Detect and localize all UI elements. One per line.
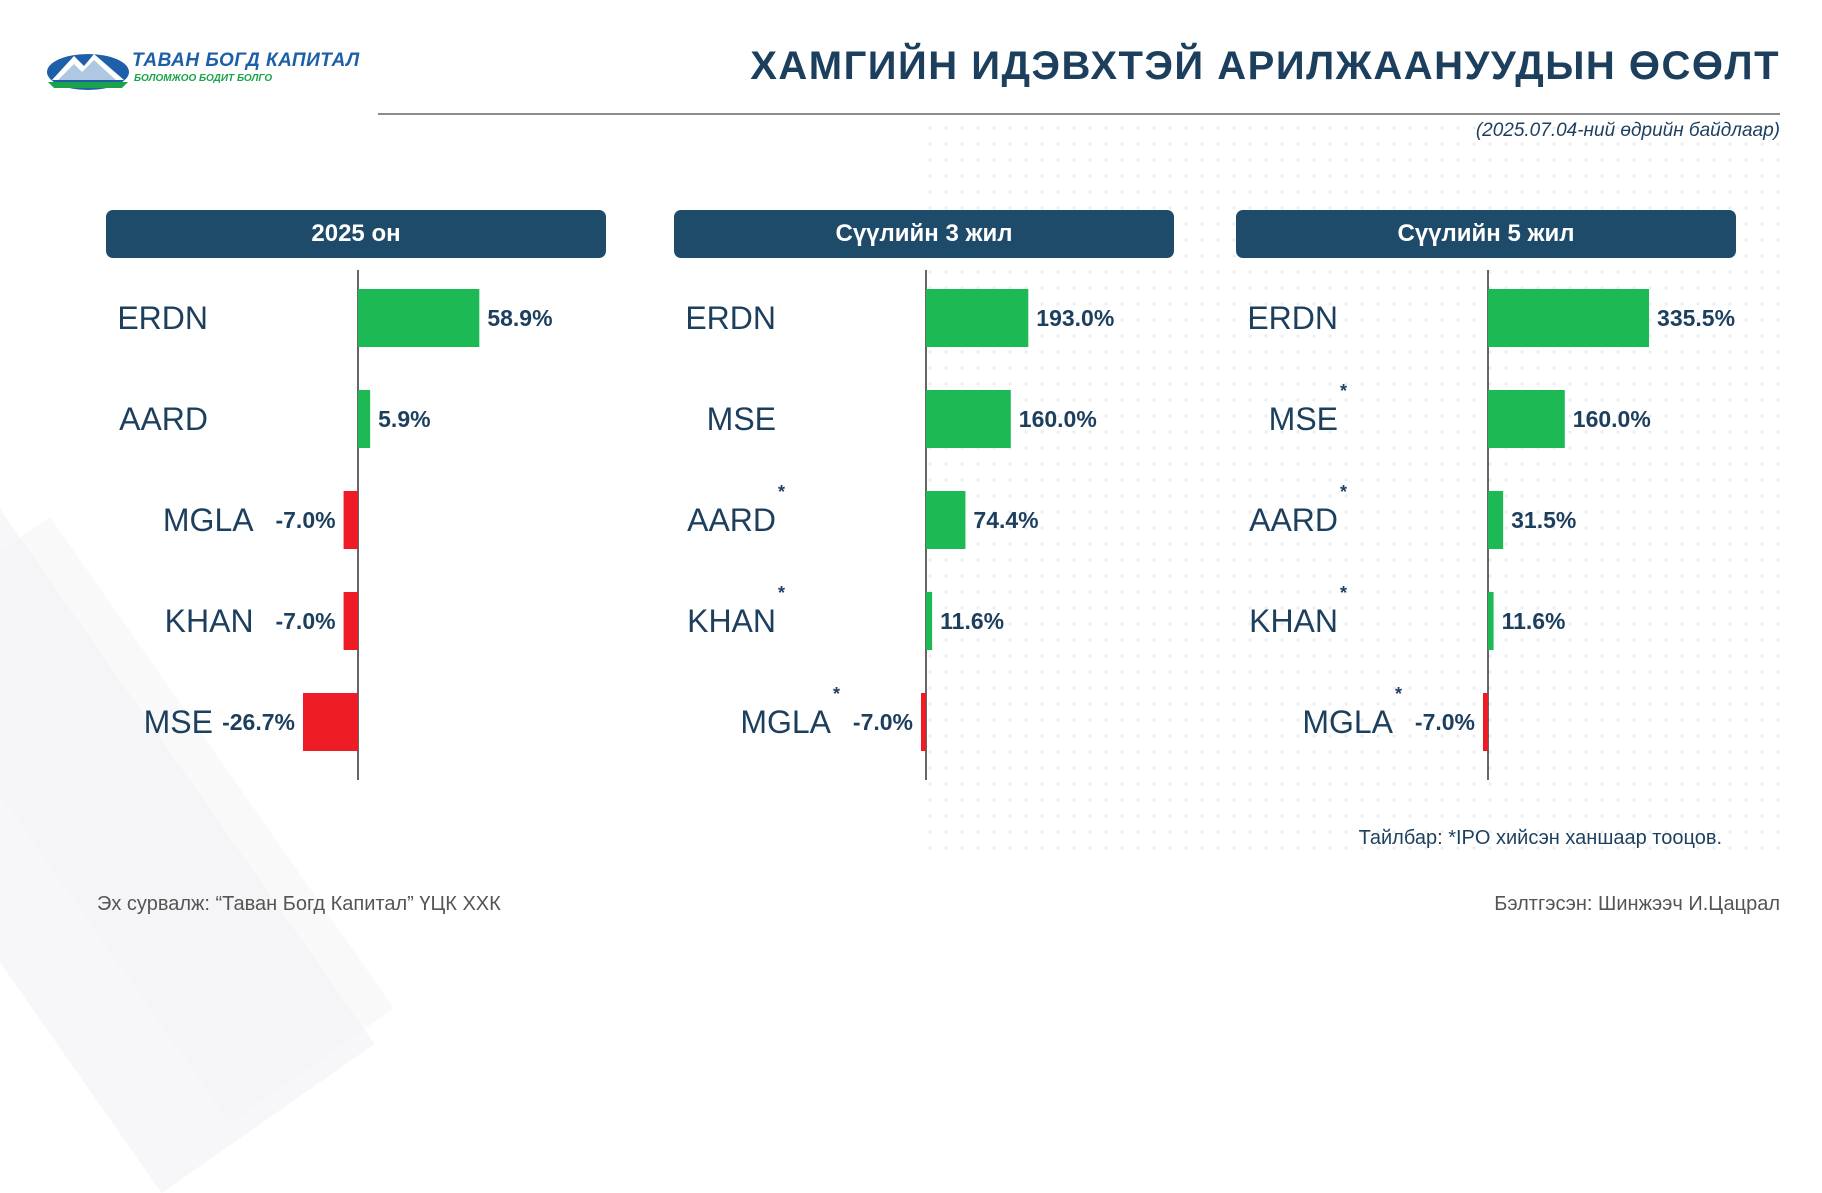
bar-mgla (343, 491, 358, 549)
chart-title: 2025 он (106, 210, 606, 258)
chart-title: Сүүлийн 3 жил (674, 210, 1174, 258)
company-logo: ТАВАН БОГД КАПИТАЛ БОЛОМЖОО БОДИТ БОЛГО (46, 46, 359, 92)
ipo-marker: * (778, 482, 785, 502)
logo-company-name: ТАВАН БОГД КАПИТАЛ (132, 50, 360, 71)
ipo-marker: * (1340, 381, 1347, 401)
chart-title: Сүүлийн 5 жил (1236, 210, 1736, 258)
chart-panel-5-year: 335.5% ERDN 160.0% MSE * 31.5% AARD * 11.6% KHAN *… (1236, 210, 1736, 780)
category-label-mgla: MGLA (163, 502, 254, 538)
bar-erdn (926, 289, 1029, 347)
category-label-aard: AARD (1249, 502, 1338, 538)
bar-aard (358, 390, 371, 448)
ipo-marker: * (833, 684, 840, 704)
category-label-aard: AARD (687, 502, 776, 538)
bar-value-label: 5.9% (378, 406, 430, 432)
category-label-mse: MSE (144, 704, 213, 740)
bar-value-label: -7.0% (853, 709, 913, 735)
bar-mse (302, 693, 358, 751)
category-label-mgla: MGLA (1302, 704, 1393, 740)
bar-khan (343, 592, 358, 650)
bar-value-label: 11.6% (940, 608, 1004, 634)
category-label-aard: AARD (119, 401, 208, 437)
bar-mse (926, 390, 1011, 448)
bar-mse (1488, 390, 1565, 448)
chart-panel-3-year: 193.0% ERDN 160.0% MSE 74.4% AARD * 11.6% KHAN * -… (674, 210, 1174, 780)
chart-2025: 58.9% ERDN 5.9% AARD -7.0% MGLA -7.0% KHAN -26.7… (117, 270, 553, 780)
category-label-mse: MSE (707, 401, 776, 437)
ipo-marker: * (1395, 684, 1402, 704)
bar-erdn (358, 289, 480, 347)
category-label-mse: MSE (1269, 401, 1338, 437)
ipo-marker: * (1340, 583, 1347, 603)
bar-khan (1488, 592, 1494, 650)
category-label-erdn: ERDN (685, 300, 776, 336)
bar-value-label: 160.0% (1573, 406, 1651, 432)
bar-aard (1488, 491, 1504, 549)
chart-panel-2025: 58.9% ERDN 5.9% AARD -7.0% MGLA -7.0% KHAN -26.7… (106, 210, 606, 780)
bar-value-label: 335.5% (1657, 305, 1735, 331)
bar-value-label: 74.4% (973, 507, 1038, 533)
title-divider (378, 113, 1780, 115)
category-label-erdn: ERDN (1247, 300, 1338, 336)
logo-slogan: БОЛОМЖОО БОДИТ БОЛГО (134, 73, 273, 84)
bar-mgla (1483, 693, 1488, 751)
ipo-marker: * (778, 583, 785, 603)
bar-value-label: -26.7% (222, 709, 295, 735)
ipo-footnote: Тайлбар: *IPO хийсэн ханшаар тооцов. (1358, 827, 1722, 849)
bar-aard (926, 491, 966, 549)
category-label-mgla: MGLA (740, 704, 831, 740)
bar-value-label: 31.5% (1511, 507, 1576, 533)
category-label-khan: KHAN (1249, 603, 1338, 639)
bar-value-label: -7.0% (1415, 709, 1475, 735)
bar-value-label: 58.9% (487, 305, 552, 331)
bar-value-label: 11.6% (1502, 608, 1566, 634)
chart-3-year: 193.0%ERDN160.0%MSE74.4%AARD*11.6%KHAN*-… (685, 270, 1114, 780)
bar-value-label: 193.0% (1036, 305, 1114, 331)
date-subtitle: (2025.07.04-ний өдрийн байдлаар) (1475, 120, 1780, 141)
bar-value-label: 160.0% (1019, 406, 1097, 432)
bar-erdn (1488, 289, 1650, 347)
chart-5-year: 335.5%ERDN160.0%MSE*31.5%AARD*11.6%KHAN*… (1247, 270, 1735, 780)
source-credit: Эх сурвалж: “Таван Богд Капитал” ҮЦК ХХК (97, 893, 501, 915)
page-title: ХАМГИЙН ИДЭВХТЭЙ АРИЛЖААНУУДЫН ӨСӨЛТ (750, 44, 1780, 88)
bar-value-label: -7.0% (275, 507, 335, 533)
bar-value-label: -7.0% (275, 608, 335, 634)
ipo-marker: * (1340, 482, 1347, 502)
bar-mgla (921, 693, 926, 751)
category-label-khan: KHAN (687, 603, 776, 639)
bar-khan (926, 592, 933, 650)
category-label-khan: KHAN (165, 603, 254, 639)
category-label-erdn: ERDN (117, 300, 208, 336)
author-credit: Бэлтгэсэн: Шинжээч И.Цацрал (1494, 893, 1780, 915)
mountain-logo-icon (47, 54, 129, 90)
